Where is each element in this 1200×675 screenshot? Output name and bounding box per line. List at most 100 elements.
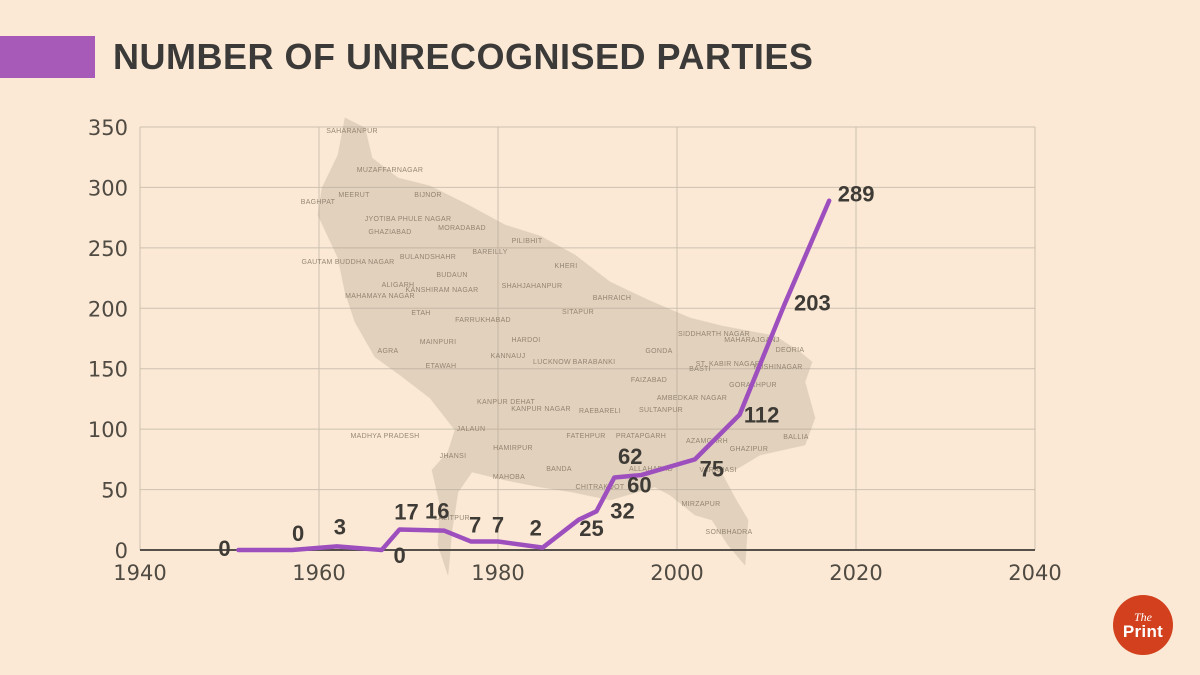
map-district-label: AMBEDKAR NAGAR: [657, 395, 727, 402]
map-district-label: PILIBHIT: [512, 238, 543, 245]
map-district-label: VARANASI: [699, 467, 736, 474]
map-district-label: CHITRAKOOT: [576, 484, 625, 491]
page-title: NUMBER OF UNRECOGNISED PARTIES: [113, 36, 814, 77]
map-district-label: KANSHIRAM NAGAR: [406, 287, 479, 294]
map-district-label: DEORIA: [776, 347, 805, 354]
map-district-label: BARABANKI: [573, 359, 616, 366]
data-point-label: 0: [394, 543, 406, 568]
map-district-label: BULANDSHAHR: [400, 254, 456, 261]
map-district-label: BIJNOR: [414, 192, 441, 199]
map-district-label: BASTI: [689, 366, 711, 373]
map-district-label: KANNAUJ: [491, 353, 526, 360]
y-tick-label: 350: [88, 116, 128, 140]
map-district-label: ALLAHABAD: [629, 466, 673, 473]
theprint-logo: The Print: [1113, 595, 1173, 655]
chart-header: NUMBER OF UNRECOGNISED PARTIES: [0, 36, 813, 78]
map-district-label: GONDA: [645, 348, 672, 355]
map-district-label: GAUTAM BUDDHA NAGAR: [301, 259, 394, 266]
map-district-label: MEERUT: [338, 192, 370, 199]
map-district-label: ETAH: [411, 310, 430, 317]
y-tick-label: 50: [101, 479, 128, 503]
map-district-label: BUDAUN: [436, 272, 467, 279]
map-district-label: JALAUN: [457, 426, 486, 433]
data-point-label: 3: [334, 514, 346, 539]
uttar-pradesh-map-shape: [317, 117, 816, 576]
map-district-label: JYOTIBA PHULE NAGAR: [365, 216, 452, 223]
map-district-label: BAREILLY: [472, 249, 507, 256]
data-point-label: 25: [579, 516, 603, 541]
map-district-label: AGRA: [377, 348, 398, 355]
unrecognised-parties-line: [236, 198, 832, 553]
map-district-label: MAHAMAYA NAGAR: [345, 293, 415, 300]
map-district-label: BANDA: [546, 466, 572, 473]
y-tick-label: 200: [88, 297, 128, 321]
map-district-label: BAHRAICH: [593, 295, 632, 302]
map-district-label: GHAZIABAD: [368, 229, 411, 236]
map-district-label: GHAZIPUR: [730, 446, 769, 453]
data-point-label: 0: [218, 536, 230, 561]
map-district-label: KUSHINAGAR: [753, 364, 802, 371]
map-district-label: SITAPUR: [562, 309, 594, 316]
x-tick-label: 1960: [292, 561, 345, 585]
data-point-label: 203: [794, 291, 831, 316]
data-point-label: 289: [838, 182, 875, 207]
map-district-label: LALITPUR: [434, 515, 470, 522]
data-point-label: 112: [744, 403, 780, 428]
map-district-label: BAGHPAT: [301, 199, 336, 206]
map-district-label: LUCKNOW: [533, 359, 571, 366]
map-district-label: ALIGARH: [382, 282, 415, 289]
x-tick-label: 2040: [1008, 561, 1061, 585]
map-district-label: AZAMGARH: [686, 438, 728, 445]
y-tick-label: 150: [88, 358, 128, 382]
map-district-label: SHAHJAHANPUR: [502, 283, 563, 290]
map-district-label: JHANSI: [440, 453, 467, 460]
data-point-label: 32: [610, 498, 634, 523]
x-tick-label: 2000: [650, 561, 703, 585]
map-district-label: FARRUKHABAD: [455, 317, 511, 324]
data-point-label: 75: [700, 456, 724, 481]
x-tick-label: 1940: [113, 561, 166, 585]
map-district-label: MAHOBA: [493, 474, 525, 481]
map-district-label: MAHARAJGANJ: [724, 337, 779, 344]
map-district-label: PRATAPGARH: [616, 433, 666, 440]
map-district-label: MORADABAD: [438, 225, 486, 232]
data-point-label: 0: [292, 521, 304, 546]
map-district-label: SIDDHARTH NAGAR: [678, 331, 750, 338]
map-district-label: MUZAFFARNAGAR: [357, 167, 424, 174]
map-district-label: SULTANPUR: [639, 407, 683, 414]
data-point-label: 16: [425, 499, 449, 524]
map-district-label: HARDOI: [511, 337, 540, 344]
map-district-label: KHERI: [555, 263, 578, 270]
x-tick-label: 1980: [471, 561, 524, 585]
map-district-label: KANPUR DEHAT: [477, 399, 535, 406]
y-tick-label: 250: [88, 237, 128, 261]
title-accent-bar: [0, 36, 95, 78]
y-tick-label: 100: [88, 418, 128, 442]
map-district-label: SAHARANPUR: [326, 128, 378, 135]
map-district-label: HAMIRPUR: [493, 445, 533, 452]
data-point-label: 7: [492, 513, 504, 538]
map-district-label: FAIZABAD: [631, 377, 667, 384]
map-district-label: MADHYA PRADESH: [350, 433, 419, 440]
map-district-label: KANPUR NAGAR: [511, 406, 571, 413]
map-district-label: MIRZAPUR: [682, 501, 721, 508]
logo-print: Print: [1122, 621, 1164, 641]
map-district-label: FATEHPUR: [566, 433, 605, 440]
map-district-label: SONBHADRA: [705, 529, 752, 536]
data-point-label: 62: [618, 444, 642, 469]
logo-the: The: [1134, 609, 1152, 624]
y-tick-label: 0: [115, 539, 128, 563]
map-district-label: ETAWAH: [426, 363, 457, 370]
map-district-label: MAINPURI: [420, 339, 457, 346]
x-tick-label: 2020: [829, 561, 882, 585]
data-point-label: 2: [530, 516, 542, 541]
map-district-label: RAEBARELI: [579, 408, 621, 415]
data-point-label: 60: [627, 472, 651, 497]
y-tick-label: 300: [88, 176, 128, 200]
data-point-label: 7: [469, 513, 481, 538]
